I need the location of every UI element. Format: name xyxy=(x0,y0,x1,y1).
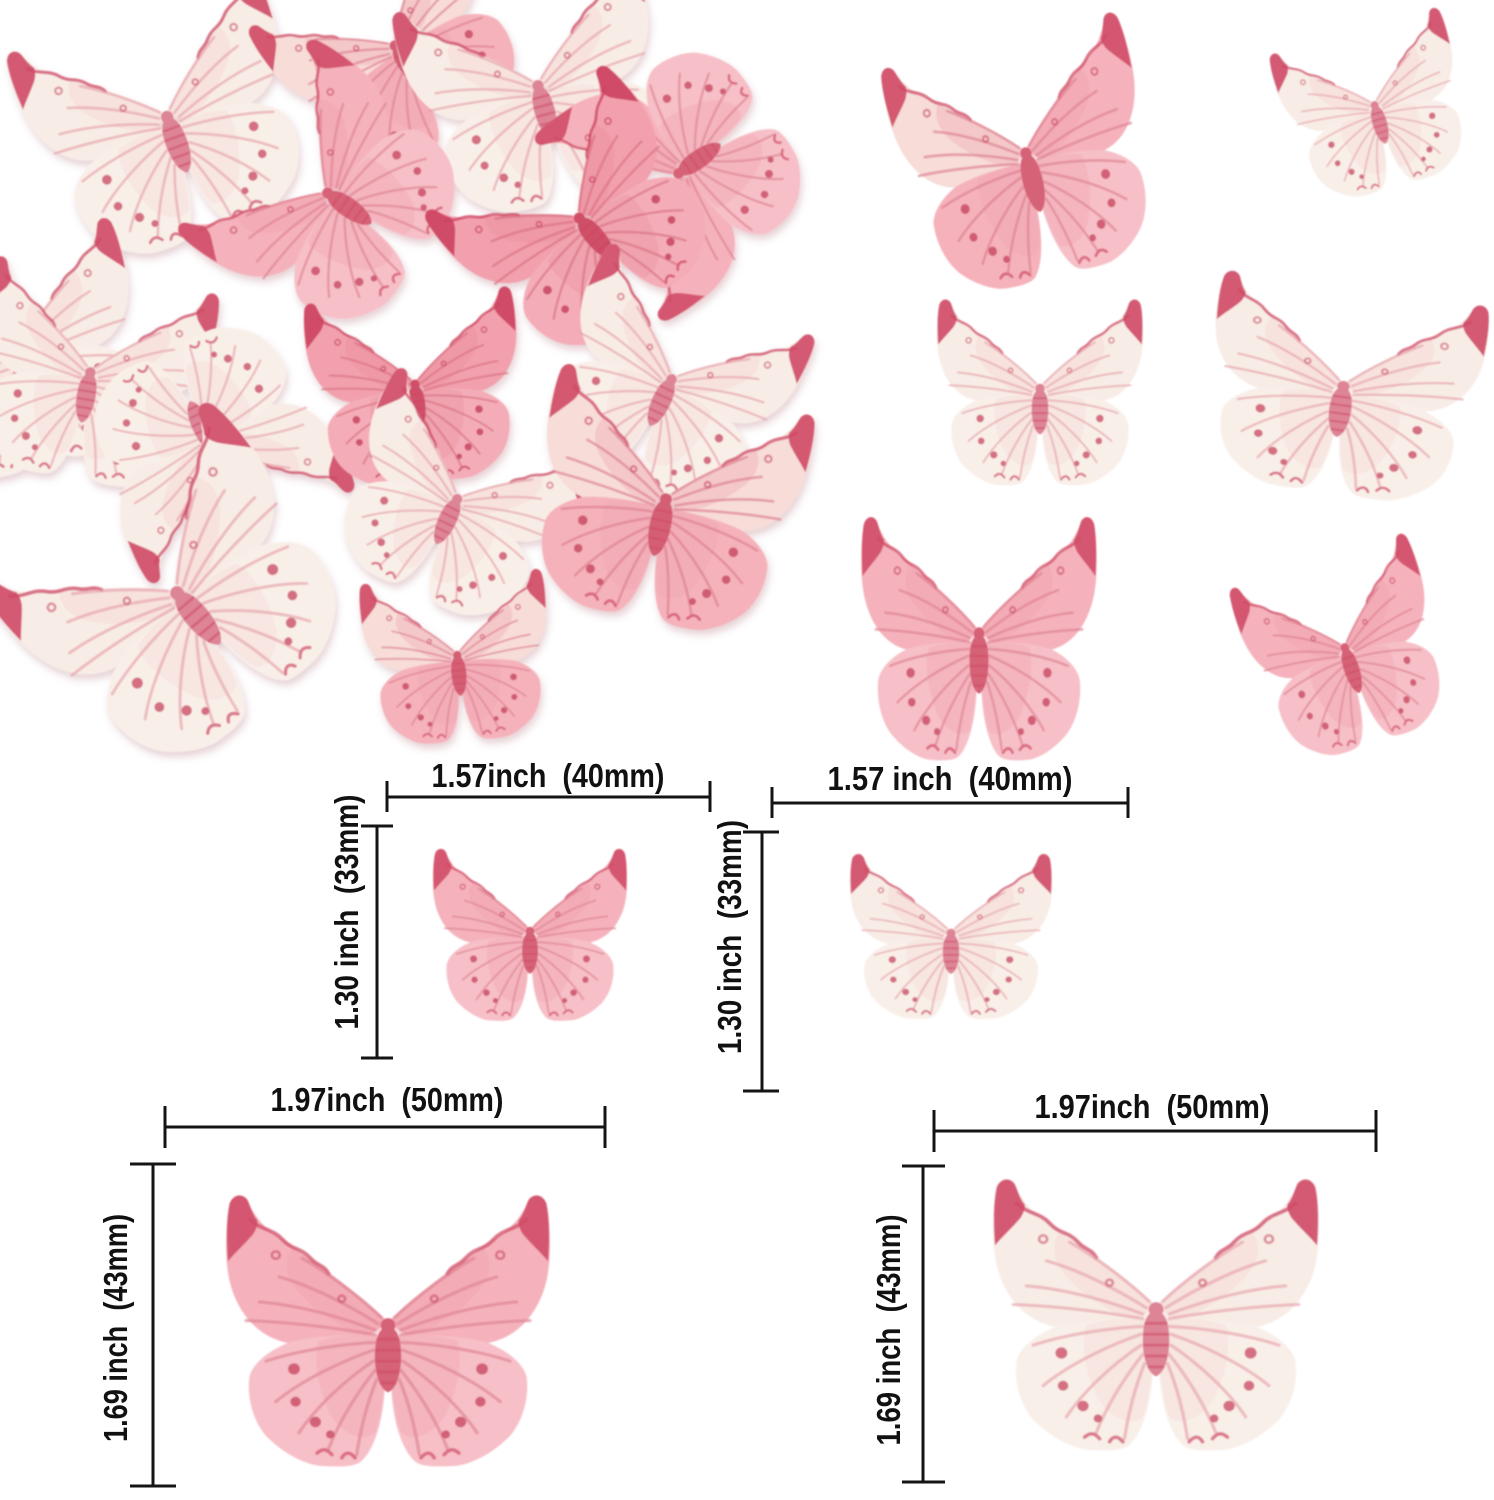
svg-text:1.57 inch (40mm): 1.57 inch (40mm) xyxy=(828,760,1073,797)
svg-text:1.30 inch (33mm): 1.30 inch (33mm) xyxy=(328,795,365,1030)
svg-text:1.69 inch (43mm): 1.69 inch (43mm) xyxy=(870,1215,907,1446)
svg-text:1.57inch (40mm): 1.57inch (40mm) xyxy=(432,757,665,794)
svg-text:1.30 inch (33mm): 1.30 inch (33mm) xyxy=(711,820,748,1054)
svg-text:1.69 inch (43mm): 1.69 inch (43mm) xyxy=(97,1214,134,1442)
svg-text:1.97inch (50mm): 1.97inch (50mm) xyxy=(271,1081,504,1118)
svg-text:1.97inch (50mm): 1.97inch (50mm) xyxy=(1035,1088,1270,1125)
